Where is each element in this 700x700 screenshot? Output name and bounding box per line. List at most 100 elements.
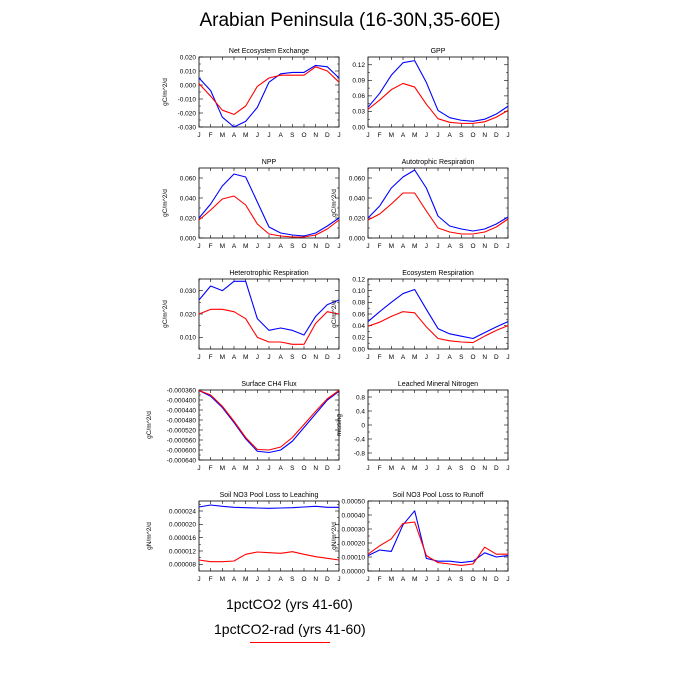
y-tick-label: 0.040 [180,195,197,202]
x-tick-label: F [378,576,382,583]
y-tick-label: 0.030 [180,288,197,295]
y-tick-label: 0.06 [352,311,365,318]
x-tick-label: A [401,576,406,583]
series-line-b [367,311,509,344]
x-tick-label: A [401,243,406,250]
x-tick-label: F [378,132,382,139]
y-tick-label: 0.00 [352,124,365,131]
x-tick-label: J [256,576,259,583]
y-tick-label: 0.020 [180,215,197,222]
plot-frame [198,500,340,572]
x-tick-label: S [459,243,464,250]
x-tick-label: S [290,243,295,250]
x-tick-label: J [256,243,259,250]
x-tick-label: J [506,132,509,139]
x-tick-label: A [278,354,283,361]
y-tick-label: 0.04 [352,323,365,330]
x-tick-label: A [232,243,237,250]
y-tick-label: -0.000360 [167,387,197,394]
x-tick-label: J [366,465,369,472]
y-tick-label: -0.020 [178,110,197,117]
x-tick-label: O [470,132,475,139]
x-tick-label: N [482,132,487,139]
x-tick-label: N [313,576,318,583]
x-tick-label: M [243,243,248,250]
series-line-a [367,288,509,340]
series-line-b [198,551,340,563]
y-tick-label: 0.00000 [342,568,366,575]
legend-line-series-b [250,642,330,643]
panel-title: Surface CH4 Flux [241,381,297,388]
series-line-a [367,60,509,122]
x-tick-label: J [436,243,439,250]
x-tick-label: O [470,576,475,583]
x-tick-label: J [425,132,428,139]
x-tick-label: J [337,576,340,583]
y-tick-label: 0.020 [349,215,366,222]
x-tick-label: A [447,576,452,583]
x-tick-label: J [267,354,270,361]
x-tick-label: D [494,354,499,361]
x-tick-label: O [301,243,306,250]
x-tick-label: A [401,354,406,361]
legend-label-series-a: 1pctCO2 (yrs 41-60) [226,596,353,612]
x-tick-label: D [325,132,330,139]
x-tick-label: F [209,243,213,250]
x-tick-label: J [506,576,509,583]
x-tick-label: M [220,132,225,139]
series-line-b [198,389,340,451]
x-tick-label: F [378,354,382,361]
x-tick-label: J [366,576,369,583]
y-tick-label: 0.00010 [342,554,366,561]
x-tick-label: S [290,465,295,472]
x-tick-label: A [232,465,237,472]
x-tick-label: D [494,243,499,250]
x-tick-label: F [378,243,382,250]
y-axis-label: gC/m^2/d [162,78,169,106]
y-tick-label: 0.010 [180,68,197,75]
series-line-b [367,82,509,124]
x-tick-label: N [482,354,487,361]
x-tick-label: M [412,354,417,361]
y-tick-label: -0.010 [178,96,197,103]
x-tick-label: M [412,243,417,250]
y-tick-label: -0.000600 [167,447,197,454]
page-title: Arabian Peninsula (16-30N,35-60E) [199,10,501,31]
x-tick-label: A [232,132,237,139]
x-tick-label: M [389,465,394,472]
y-tick-label: 0.000008 [169,562,196,569]
x-tick-label: O [301,465,306,472]
x-tick-label: J [256,132,259,139]
y-tick-label: -0.000640 [167,457,197,464]
x-tick-label: J [267,465,270,472]
x-tick-label: F [209,132,213,139]
x-tick-label: N [482,243,487,250]
x-tick-label: D [325,243,330,250]
y-tick-label: -0.000400 [167,397,197,404]
y-tick-label: 0.12 [352,62,365,69]
plot-frame [367,500,509,572]
x-tick-label: M [389,243,394,250]
x-tick-label: J [256,354,259,361]
x-tick-label: S [459,465,464,472]
y-tick-label: 0.040 [349,195,366,202]
y-tick-label: 0.000024 [169,508,196,515]
x-tick-label: J [425,576,428,583]
x-tick-label: S [459,132,464,139]
x-tick-label: J [197,243,200,250]
panel-title: Soil NO3 Pool Loss to Leaching [220,492,319,499]
x-tick-label: A [401,132,406,139]
plot-frame [367,389,509,461]
x-tick-label: D [494,576,499,583]
panel-title: Net Ecosystem Exchange [229,48,309,55]
series-line-a [198,173,340,237]
y-tick-label: -0.4 [354,436,366,443]
series-line-a [198,504,339,509]
x-tick-label: M [243,132,248,139]
y-axis-label: gC/m^2/d [331,189,338,217]
